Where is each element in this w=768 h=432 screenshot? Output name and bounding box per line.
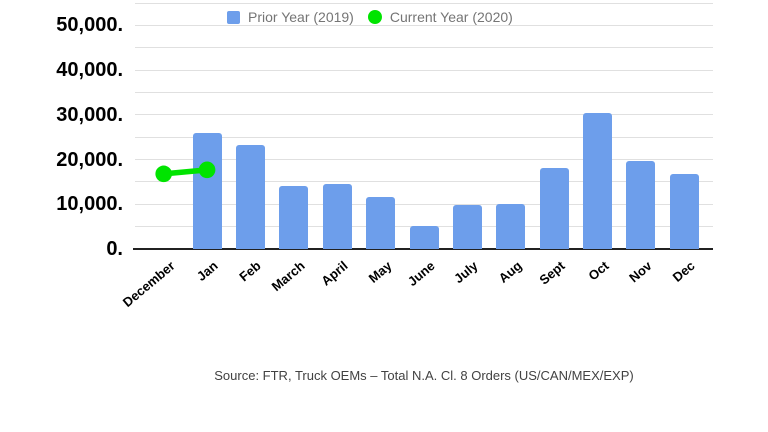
bar-may xyxy=(366,197,396,249)
bar-march xyxy=(279,186,309,249)
gridline-35000 xyxy=(135,91,713,93)
gridline-30000 xyxy=(135,114,713,116)
dot-jan xyxy=(198,161,216,179)
gridline-50000 xyxy=(135,24,713,26)
bar-oct xyxy=(583,113,613,249)
gridline-15000 xyxy=(135,181,713,183)
gridline-20000 xyxy=(135,159,713,161)
chart-legend: Prior Year (2019) Current Year (2020) xyxy=(227,9,513,25)
gridline-25000 xyxy=(135,136,713,138)
bar-feb xyxy=(235,145,265,249)
y-tick-40000: 40,000. xyxy=(56,59,123,82)
bar-june xyxy=(409,226,439,249)
legend-item-current-year: Current Year (2020) xyxy=(367,9,513,25)
square-icon xyxy=(227,10,240,24)
bar-dec xyxy=(669,173,699,249)
dot-december xyxy=(155,165,172,183)
gridline-55000 xyxy=(135,2,713,4)
legend-label-prior-year: Prior Year (2019) xyxy=(248,9,354,25)
y-tick-20000: 20,000. xyxy=(56,148,123,171)
gridline-40000 xyxy=(135,69,713,71)
legend-label-current-year: Current Year (2020) xyxy=(389,9,513,25)
y-tick-10000: 10,000. xyxy=(56,193,123,216)
bar-aug xyxy=(496,203,526,249)
gridline-10000 xyxy=(135,203,713,205)
bar-april xyxy=(322,183,352,249)
circle-icon xyxy=(367,10,382,24)
bar-nov xyxy=(626,160,656,249)
bar-sept xyxy=(539,167,569,249)
y-tick-30000: 30,000. xyxy=(56,103,123,126)
legend-item-prior-year: Prior Year (2019) xyxy=(227,9,354,25)
current-year-line xyxy=(155,161,216,183)
gridline-45000 xyxy=(135,47,713,49)
bar-jan xyxy=(192,132,222,249)
y-tick-50000: 50,000. xyxy=(56,14,123,37)
plot-area xyxy=(133,2,713,250)
x-axis-line xyxy=(133,248,713,250)
source-note: Source: FTR, Truck OEMs – Total N.A. Cl.… xyxy=(214,368,634,383)
y-tick-0: 0. xyxy=(106,238,123,260)
bar-july xyxy=(452,204,482,249)
